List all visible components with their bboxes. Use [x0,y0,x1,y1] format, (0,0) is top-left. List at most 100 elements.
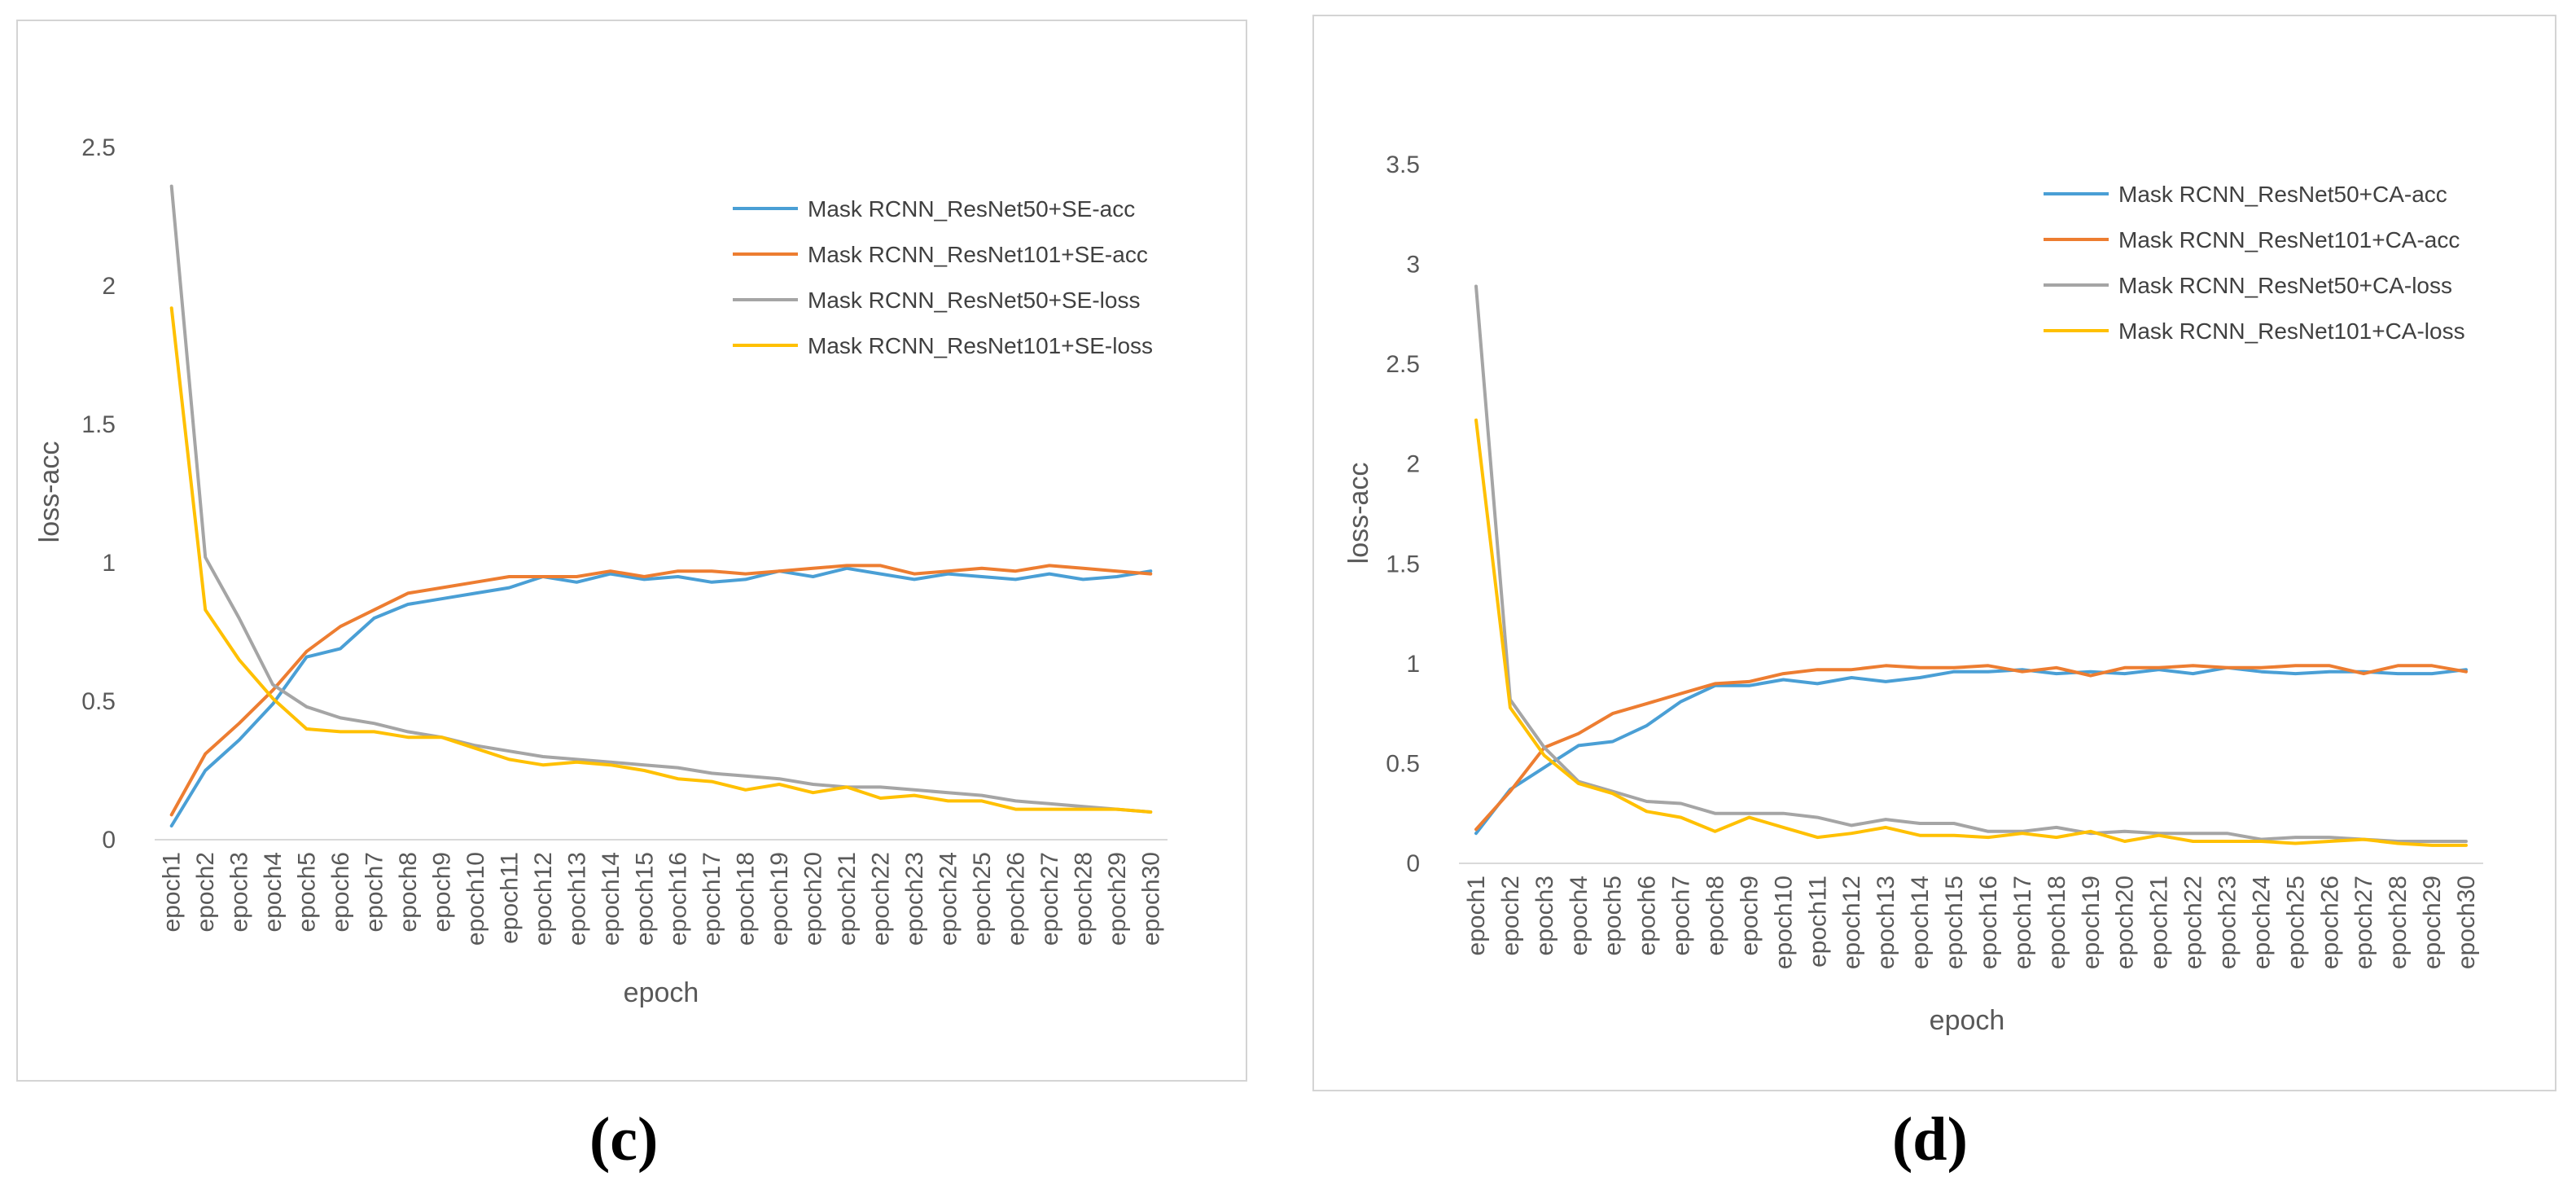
y-tick-label: 1 [1406,651,1420,678]
x-tick-label: epoch23 [901,852,928,946]
x-tick-label: epoch12 [530,852,557,946]
x-tick-label: epoch7 [1668,876,1695,955]
y-tick-label: 2.5 [81,134,116,161]
y-tick-label: 1.5 [81,411,116,438]
x-tick-label: epoch16 [1975,876,2002,969]
x-tick-label: epoch9 [428,852,455,932]
x-tick-label: epoch27 [1036,852,1063,946]
x-tick-label: epoch2 [1497,876,1524,955]
series-line-4 [169,306,1153,814]
x-tick-label: epoch17 [2009,876,2036,969]
x-tick-label: epoch2 [192,852,219,932]
x-tick-label: epoch22 [868,852,895,946]
x-tick-label: epoch15 [631,852,658,946]
x-tick-label: epoch1 [159,852,186,932]
legend-label: Mask RCNN_ResNet101+SE-loss [808,333,1153,358]
y-tick-label: 0 [102,827,116,854]
x-tick-label: epoch10 [1770,876,1797,969]
x-tick-label: epoch15 [1941,876,1968,969]
x-tick-label: epoch26 [1002,852,1029,946]
x-tick-label: epoch6 [327,852,354,932]
x-tick-label: epoch30 [1137,852,1164,946]
series-line-2 [169,564,1153,817]
x-tick-label: epoch9 [1736,876,1763,955]
x-tick-label: epoch14 [1907,876,1934,969]
line-chart-c: 0 0.5 1 1.5 2 2.5 epoch1 epoch2 epoch3 epoch4 epoc… [34,134,1168,1008]
x-axis-title: epoch [624,977,699,1008]
x-tick-label: epoch5 [294,852,321,932]
y-tick-label: 2 [102,273,116,300]
legend-label: Mask RCNN_ResNet50+SE-loss [808,288,1140,313]
x-tick-label: epoch11 [1804,876,1831,968]
x-tick-label: epoch22 [2180,876,2207,969]
x-tick-label: epoch19 [2078,876,2105,969]
x-tick-label: epoch27 [2350,876,2377,969]
legend-label: Mask RCNN_ResNet101+CA-loss [2118,318,2465,344]
x-tick-label: epoch13 [563,852,590,946]
chart-panel-d [1312,15,2556,1091]
x-tick-label: epoch30 [2453,876,2480,969]
x-tick-label: epoch20 [2112,876,2139,969]
y-tick-label: 1.5 [1386,551,1420,577]
x-tick-label: epoch29 [2419,876,2446,969]
legend-label: Mask RCNN_ResNet50+CA-loss [2118,273,2452,298]
x-tick-label: epoch25 [2282,876,2309,969]
legend-label: Mask RCNN_ResNet101+SE-acc [808,242,1148,267]
x-tick-label: epoch19 [766,852,793,946]
series-line-4 [1474,418,2468,847]
series-line-1 [169,566,1153,827]
x-tick-label: epoch16 [665,852,692,946]
y-tick-label: 1 [102,550,116,577]
legend-label: Mask RCNN_ResNet50+CA-acc [2118,182,2447,207]
x-tick-label: epoch7 [361,852,388,932]
x-tick-label: epoch18 [2044,876,2070,969]
x-tick-label: epoch29 [1104,852,1131,946]
y-tick-label: 3 [1406,252,1420,279]
chart-panel-c [16,20,1247,1082]
y-tick-label: 0.5 [81,688,116,715]
x-tick-label: epoch26 [2316,876,2343,969]
y-tick-label: 3.5 [1386,151,1420,178]
x-tick-label: epoch25 [969,852,996,946]
series-line-3 [1474,284,2468,843]
x-tick-label: epoch8 [1702,876,1729,955]
series-line-3 [169,184,1153,814]
y-tick-label: 2 [1406,451,1420,478]
x-tick-label: epoch5 [1600,876,1627,955]
y-tick-label: 0.5 [1386,750,1420,777]
x-tick-label: epoch1 [1463,876,1490,955]
y-axis-title: loss-acc [34,441,65,543]
x-tick-label: epoch17 [699,852,725,946]
x-tick-label: epoch6 [1634,876,1661,955]
x-tick-label: epoch14 [598,852,624,946]
x-tick-label: epoch11 [496,852,523,944]
x-tick-label: epoch10 [462,852,489,946]
x-tick-label: epoch28 [2385,876,2412,969]
series-line-2 [1474,664,2468,832]
legend-label: Mask RCNN_ResNet50+SE-acc [808,196,1135,222]
x-tick-label: epoch23 [2215,876,2241,969]
x-tick-label: epoch3 [1531,876,1558,955]
y-tick-label: 0 [1406,850,1420,877]
caption-d: (d) [1892,1105,1968,1174]
x-axis-title: epoch [1930,1005,2005,1036]
x-tick-label: epoch12 [1838,876,1865,969]
line-chart-d: 0 0.5 1 1.5 2 2.5 3 3.5 epoch1 epoch2 epoch3 epoch4… [1343,151,2483,1036]
x-tick-label: epoch13 [1873,876,1899,969]
x-tick-label: epoch18 [733,852,760,946]
x-tick-label: epoch20 [800,852,827,946]
y-tick-label: 2.5 [1386,351,1420,378]
x-tick-label: epoch8 [395,852,422,932]
x-tick-label: epoch24 [935,852,962,946]
x-tick-label: epoch4 [1566,876,1592,955]
x-tick-label: epoch28 [1070,852,1097,946]
legend-label: Mask RCNN_ResNet101+CA-acc [2118,227,2460,252]
x-tick-label: epoch3 [226,852,253,932]
x-tick-label: epoch4 [260,852,287,932]
caption-c: (c) [589,1105,659,1174]
series-line-1 [1474,665,2468,836]
y-axis-title: loss-acc [1343,463,1374,564]
x-tick-label: epoch21 [834,852,861,946]
x-tick-label: epoch24 [2248,876,2275,969]
